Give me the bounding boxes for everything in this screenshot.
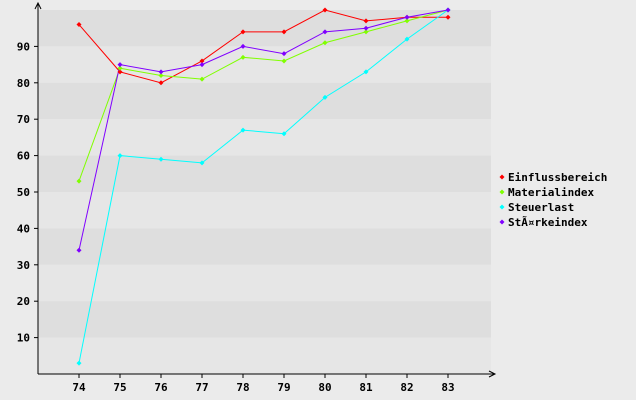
data-point (240, 54, 246, 60)
grid-band (38, 82, 491, 120)
data-point (240, 43, 246, 49)
data-point (117, 69, 123, 75)
y-axis-arrow (34, 1, 42, 10)
x-tick-label: 78 (236, 381, 249, 394)
grid-band (38, 301, 491, 338)
data-point (404, 18, 410, 24)
data-point (199, 76, 205, 82)
plot-background (38, 10, 491, 374)
y-tick-label: 30 (17, 259, 30, 272)
x-tick-label: 77 (195, 381, 208, 394)
grid-band (38, 228, 491, 265)
x-tick-label: 75 (113, 381, 126, 394)
data-point (404, 14, 410, 20)
series-line-1 (78, 9, 448, 84)
data-point (199, 62, 205, 68)
data-point (363, 69, 369, 75)
x-tick-label: 82 (400, 381, 413, 394)
data-point (404, 36, 410, 42)
data-point (322, 7, 328, 13)
series-points (76, 7, 451, 366)
data-point (281, 58, 287, 64)
x-axis-ticks: 74 75 76 77 78 79 80 81 82 83 (72, 374, 455, 394)
y-tick-label: 60 (17, 150, 30, 163)
data-point (240, 127, 246, 133)
data-point (199, 58, 205, 64)
data-point (117, 153, 123, 159)
y-axis-ticks: 10 20 30 40 50 60 70 80 90 (17, 40, 38, 345)
data-point (445, 14, 451, 20)
x-axis-arrow (488, 370, 497, 378)
grid-band (38, 119, 491, 156)
legend-marker (499, 189, 505, 195)
data-point (363, 25, 369, 31)
grid-band (38, 46, 491, 83)
y-tick-label: 80 (17, 77, 30, 90)
data-point (76, 360, 82, 366)
legend-label: StÃ¤rkeindex (508, 216, 588, 229)
x-tick-label: 76 (154, 381, 168, 394)
grid-band (38, 155, 491, 192)
series-line-2 (78, 9, 449, 182)
data-point (363, 29, 369, 35)
grid-band (38, 264, 491, 302)
data-point (240, 29, 246, 35)
data-point (281, 131, 287, 137)
x-tick-label: 81 (359, 381, 373, 394)
data-point (76, 178, 82, 184)
x-tick-label: 79 (277, 381, 290, 394)
legend-marker (499, 174, 505, 180)
data-point (158, 69, 164, 75)
x-tick-label: 74 (72, 381, 86, 394)
series-line-3 (78, 9, 449, 364)
data-point (363, 18, 369, 24)
y-tick-label: 20 (17, 295, 30, 308)
data-point (199, 160, 205, 166)
data-point (322, 40, 328, 46)
x-tick-label: 83 (441, 381, 454, 394)
grid-band (38, 337, 491, 374)
legend-label: Materialindex (508, 186, 594, 199)
y-tick-label: 90 (17, 40, 30, 53)
data-point (158, 156, 164, 162)
y-tick-label: 50 (17, 186, 30, 199)
legend-marker (499, 204, 505, 210)
axes (34, 1, 497, 378)
data-point (117, 65, 123, 71)
legend-label: Steuerlast (508, 201, 574, 214)
series-line-4 (78, 9, 449, 251)
data-point (117, 62, 123, 68)
y-tick-label: 10 (17, 332, 30, 345)
data-point (158, 73, 164, 79)
y-tick-label: 70 (17, 113, 30, 126)
data-point (322, 29, 328, 35)
x-tick-label: 80 (318, 381, 331, 394)
data-point (322, 94, 328, 100)
data-point (281, 51, 287, 57)
legend-marker (499, 219, 505, 225)
data-point (76, 247, 82, 253)
y-tick-label: 40 (17, 222, 30, 235)
legend: Einflussbereich Materialindex Steuerlast St… (499, 171, 607, 229)
series-lines (78, 9, 449, 364)
data-point (158, 80, 164, 86)
data-point (281, 29, 287, 35)
grid-band (38, 192, 491, 229)
data-point (76, 22, 82, 28)
data-point (445, 7, 451, 13)
legend-label: Einflussbereich (508, 171, 607, 184)
